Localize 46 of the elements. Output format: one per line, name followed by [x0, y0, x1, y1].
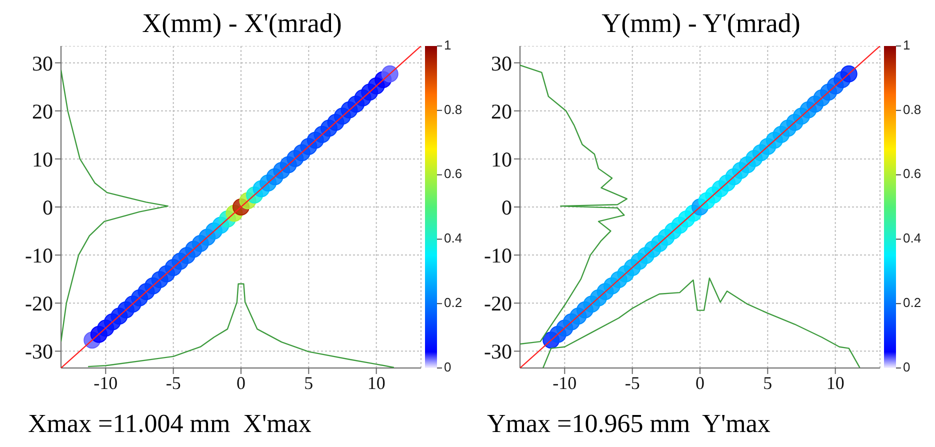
color-bar-label: 0.4: [903, 230, 922, 246]
y-tick-label: -20: [25, 292, 53, 316]
color-bar-label: 0.8: [444, 102, 462, 117]
y-tick-label: 20: [32, 99, 53, 124]
color-bar-label: 0: [903, 359, 910, 374]
color-bar-label: 0.2: [903, 295, 922, 310]
text: Ymax =10.965 mm Y'max: [487, 409, 770, 439]
line-series: [61, 69, 169, 342]
y-tick-label: -30: [25, 340, 53, 364]
x-tick-label: 5: [763, 372, 772, 393]
y-tick-label: 10: [32, 147, 53, 172]
color-bar-label: 0.4: [444, 230, 462, 246]
y-tick-label: -30: [484, 340, 512, 364]
x-tick-label: -5: [166, 372, 181, 393]
x-tick-label: 5: [304, 372, 314, 393]
line-series: [87, 283, 395, 368]
color-bar-label: 0.2: [444, 295, 462, 310]
color-bar-label: 0.8: [903, 102, 922, 117]
x-tick-label: -10: [94, 372, 118, 393]
color-bar-label: 0: [444, 359, 452, 374]
y-tick-label: 20: [491, 99, 512, 124]
y-tick-label: -10: [25, 244, 53, 268]
y-tick-label: 0: [42, 195, 53, 220]
color-bar-label: 0.6: [444, 166, 462, 182]
y-tick-label: -20: [484, 292, 512, 316]
color-bar-label: 1: [903, 37, 910, 52]
chart-title: Y(mm) - Y'(mrad): [600, 8, 802, 39]
y-tick-label: -10: [484, 244, 512, 268]
chart-title: X(mm) - X'(mrad): [141, 8, 343, 39]
x-tick-label: 10: [367, 372, 386, 393]
y-tick-label: 30: [32, 51, 53, 76]
x-tick-label: 0: [236, 372, 246, 393]
color-bar-label: 0.6: [903, 166, 922, 182]
x-tick-label: 10: [826, 372, 844, 393]
point: [381, 65, 398, 82]
line-series: [542, 278, 860, 368]
x-tick-label: -5: [624, 372, 640, 393]
y-tick-label: 30: [491, 51, 512, 76]
line-series: [520, 64, 628, 345]
text: Xmax =11.004 mm X'max: [28, 409, 312, 439]
color-bar-label: 1: [444, 37, 452, 52]
x-tick-label: 0: [696, 372, 704, 393]
point: [840, 65, 858, 82]
y-tick-label: 0: [502, 195, 512, 220]
x-tick-label: -10: [552, 372, 577, 393]
y-tick-label: 10: [491, 147, 512, 172]
